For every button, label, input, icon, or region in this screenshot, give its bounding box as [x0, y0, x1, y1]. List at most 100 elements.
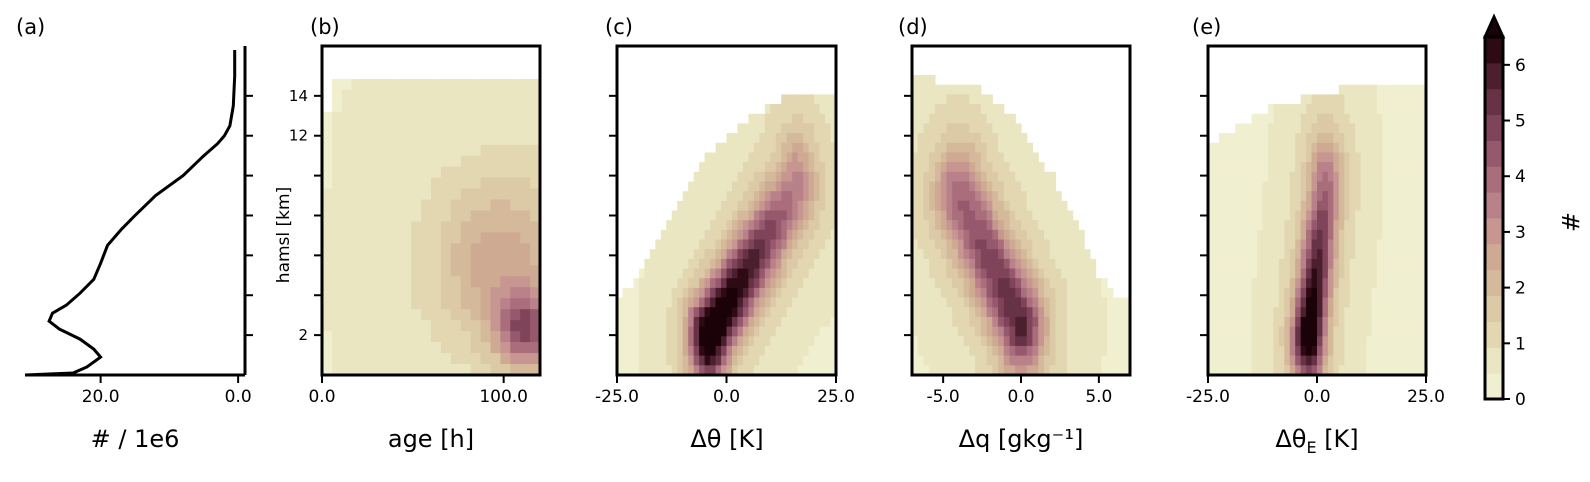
heatmap-cell	[1355, 249, 1362, 260]
heatmap-cell	[957, 355, 965, 366]
heatmap-cell	[792, 307, 799, 318]
heatmap-cell	[775, 307, 782, 318]
heatmap-cell	[1404, 365, 1411, 376]
heatmap-cell	[803, 104, 810, 115]
heatmap-cell	[934, 181, 942, 192]
heatmap-cell	[1322, 365, 1329, 376]
heatmap-cell	[666, 258, 673, 270]
heatmap-cell	[940, 278, 948, 289]
heatmap-cell	[699, 287, 706, 299]
heatmap-cell	[929, 113, 936, 125]
heatmap-cell	[975, 249, 982, 260]
heatmap-cell	[391, 320, 402, 332]
heatmap-cell	[957, 239, 965, 250]
heatmap-cell	[1322, 113, 1329, 125]
heatmap-cell	[1404, 307, 1411, 318]
heatmap-cell	[351, 133, 363, 146]
heatmap-cell	[693, 268, 700, 279]
heatmap-cell	[638, 297, 645, 308]
heatmap-cell	[1420, 316, 1427, 328]
heatmap-cell	[710, 316, 717, 328]
heatmap-cell	[1355, 113, 1362, 125]
heatmap-cell	[923, 220, 930, 231]
heatmap-cell	[940, 297, 948, 308]
heatmap-cell	[401, 331, 412, 343]
heatmap-cell	[715, 220, 722, 231]
heatmap-cell	[1382, 316, 1389, 328]
heatmap-cell	[1229, 210, 1236, 221]
heatmap-cell	[666, 326, 673, 337]
heatmap-cell	[1393, 162, 1400, 173]
heatmap-cell	[1376, 336, 1383, 347]
heatmap-cell	[699, 316, 706, 328]
heatmap-cell	[1107, 307, 1114, 318]
heatmap-cell	[742, 365, 749, 376]
heatmap-cell	[1043, 326, 1051, 337]
heatmap-cell	[934, 249, 942, 260]
heatmap-cell	[1311, 104, 1318, 115]
heatmap-cell	[500, 309, 511, 321]
heatmap-cell	[753, 287, 760, 299]
heatmap-cell	[759, 162, 766, 173]
heatmap-cell	[1398, 104, 1405, 115]
heatmap-cell	[797, 365, 804, 376]
heatmap-cell	[934, 162, 942, 173]
heatmap-cell	[480, 331, 492, 343]
heatmap-cell	[401, 89, 412, 102]
heatmap-cell	[530, 210, 541, 223]
heatmap-cell	[814, 336, 821, 347]
heatmap-cell	[1317, 316, 1324, 328]
heatmap-cell	[764, 220, 771, 231]
heatmap-cell	[440, 342, 452, 354]
colorbar-tick-label: 0	[1515, 390, 1526, 410]
heatmap-cell	[742, 297, 749, 308]
heatmap-cell	[934, 152, 942, 163]
heatmap-cell	[1262, 268, 1269, 279]
heatmap-cell	[1300, 287, 1307, 299]
heatmap-cell	[1338, 210, 1345, 221]
heatmap-cell	[1273, 258, 1280, 270]
heatmap-cell	[341, 100, 353, 113]
heatmap-cell	[361, 320, 373, 332]
heatmap-cell	[814, 133, 821, 144]
heatmap-cell	[688, 229, 695, 241]
heatmap-cell	[440, 155, 452, 168]
heatmap-cell	[1289, 123, 1296, 134]
heatmap-cell	[1015, 258, 1022, 270]
heatmap-cell	[1398, 123, 1405, 134]
heatmap-cell	[1229, 297, 1236, 308]
heatmap-cell	[975, 133, 982, 144]
heatmap-cell	[963, 191, 970, 202]
heatmap-cell	[710, 268, 717, 279]
heatmap-cell	[704, 365, 711, 376]
heatmap-cell	[1273, 162, 1280, 173]
heatmap-cell	[1026, 210, 1034, 221]
heatmap-cell	[1208, 355, 1215, 366]
heatmap-cell	[1061, 229, 1068, 241]
heatmap-cell	[1327, 268, 1334, 279]
heatmap-cell	[770, 278, 777, 289]
heatmap-cell	[814, 220, 821, 231]
heatmap-cell	[753, 152, 760, 163]
heatmap-cell	[617, 326, 624, 337]
heatmap-cell	[490, 276, 501, 288]
heatmap-cell	[341, 276, 353, 288]
heatmap-cell	[952, 210, 959, 221]
heatmap-cell	[808, 229, 815, 241]
heatmap-cell	[1257, 355, 1264, 366]
panel-letter-c: (c)	[605, 15, 633, 39]
heatmap-cell	[480, 342, 492, 354]
heatmap-cell	[1311, 181, 1318, 192]
heatmap-cell	[688, 287, 695, 299]
heatmap-cell	[331, 144, 343, 157]
heatmap-cell	[391, 342, 402, 354]
heatmap-cell	[975, 94, 982, 105]
heatmap-cell	[1043, 210, 1051, 221]
heatmap-cell	[1257, 200, 1264, 212]
heatmap-cell	[622, 316, 629, 328]
heatmap-cell	[704, 268, 711, 279]
heatmap-cell	[830, 316, 837, 328]
heatmap-cell	[1235, 249, 1242, 260]
heatmap-cell	[1366, 229, 1373, 241]
heatmap-cell	[1061, 220, 1068, 231]
